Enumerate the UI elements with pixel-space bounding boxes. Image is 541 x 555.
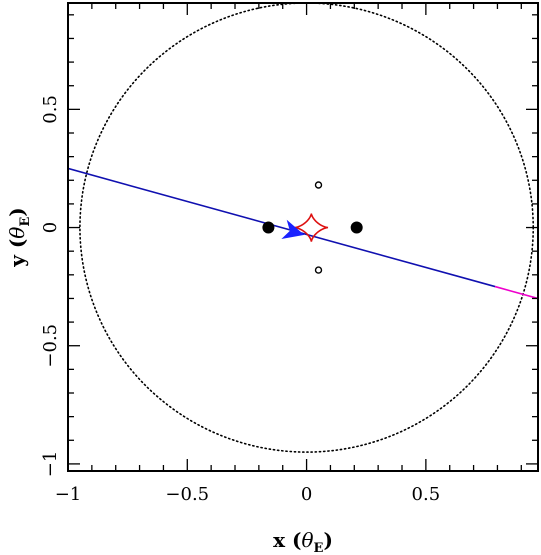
x-axis-label-symbol: θ: [301, 528, 313, 552]
x-tick-label: 0: [301, 484, 312, 505]
x-axis-label-subscript: E: [314, 541, 324, 555]
image-point-2: [314, 266, 323, 274]
y-axis-label-subscript: E: [18, 217, 33, 227]
y-tick-label: −0.5: [40, 324, 61, 368]
y-axis-label-symbol: θ: [5, 227, 29, 239]
ticks: [67, 3, 538, 471]
trajectory-inner: [68, 167, 496, 288]
image-point-1: [314, 181, 323, 189]
plot-frame: [67, 2, 539, 472]
y-tick-label: 0: [40, 222, 61, 233]
x-tick-label: −1: [55, 484, 82, 505]
caustic: [294, 213, 329, 242]
x-tick-label: −0.5: [165, 484, 209, 505]
x-tick-label: 0.5: [412, 484, 441, 505]
x-axis-title: x (θE): [273, 528, 333, 555]
y-tick-label: −1: [40, 451, 61, 478]
lens-point-1: [262, 221, 275, 234]
trajectory-outer-right: [494, 285, 538, 300]
x-axis-label-main: x: [273, 528, 286, 552]
einstein-ring: [79, 3, 534, 453]
plot-content: [68, 3, 538, 453]
trajectory-arrow: [281, 219, 305, 239]
y-axis-label-main: y: [5, 254, 29, 268]
y-axis-title: y (θE): [5, 207, 33, 268]
tick-labels: −1 −0.5 0 0.5 −1 −0.5 0 0.5: [40, 95, 440, 505]
y-tick-label: 0.5: [40, 95, 61, 124]
lens-point-2: [350, 221, 363, 234]
